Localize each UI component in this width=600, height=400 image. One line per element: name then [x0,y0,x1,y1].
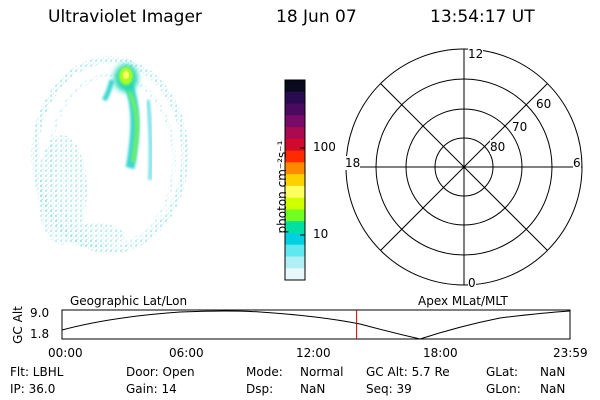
timeline-left-label: Geographic Lat/Lon [70,294,188,308]
status-gc-alt: GC Alt: 5.7 Re [366,365,450,379]
auroral-arc-bright [101,64,153,181]
colorbar-band [285,162,305,175]
colorbar-band [285,232,305,246]
colorbar-band [285,150,305,163]
status-mode-value: Normal [300,365,344,379]
colorbar-band [285,209,305,222]
colorbar-band [285,174,305,187]
status-glon-label: GLon: [486,382,521,396]
status-glat-value: NaN [540,365,566,379]
timeline-x-label-1800: 18:00 [423,346,458,360]
status-glat-label: GLat: [486,365,519,379]
colorbar-band [285,197,305,210]
colorbar-band [285,127,305,140]
status-gain: Gain: 14 [126,382,177,396]
colorbar-gradient [285,80,305,281]
timeline-x-label-2359: 23:59 [553,346,588,360]
timeline-x-label-0600: 06:00 [169,346,204,360]
date-label: 18 Jun 07 [276,7,357,27]
colorbar-band [285,185,305,199]
mlt-label-18: 18 [345,156,361,170]
colorbar-band [285,268,305,281]
instrument-title: Ultraviolet Imager [48,7,202,27]
time-label: 13:54:17 UT [430,7,535,27]
timeline-altitude-curve [61,310,571,340]
mlt-label-12: 12 [468,47,484,61]
status-mode-label: Mode: [246,365,283,379]
status-seq: Seq: 39 [366,382,412,396]
auroral-diffuse [37,135,125,247]
mlt-label-0: 0 [468,276,476,290]
lat-label-80: 80 [490,140,506,154]
status-filter: Flt: LBHL [10,365,64,379]
timeline-y-label-bottom: 1.8 [30,327,50,341]
colorbar-band [285,115,305,128]
timeline-x-label-1200: 12:00 [296,346,331,360]
colorbar-tick-label-10: 10 [313,227,329,241]
status-glon-value: NaN [540,382,566,396]
timeline-y-label-top: 9.0 [30,306,50,320]
timeline-right-label: Apex MLat/MLT [418,294,508,308]
status-ip: IP: 36.0 [10,382,56,396]
status-dsp-value: NaN [300,382,326,396]
timeline-x-label-0000: 00:00 [48,346,83,360]
lat-label-60: 60 [536,97,552,111]
colorbar-tick-label-100: 100 [313,140,336,154]
mlt-label-6: 6 [573,156,581,170]
timeline-frame [61,309,571,340]
colorbar-band [285,256,305,269]
status-dsp-label: Dsp: [246,382,274,396]
colorbar-band [285,91,305,105]
colorbar-band [285,244,305,257]
colorbar-band [285,80,305,93]
lat-label-70: 70 [512,120,528,134]
polar-diagonal-2 [380,83,548,251]
colorbar-band [285,103,305,116]
colorbar-band [285,221,305,234]
status-door: Door: Open [126,365,195,379]
